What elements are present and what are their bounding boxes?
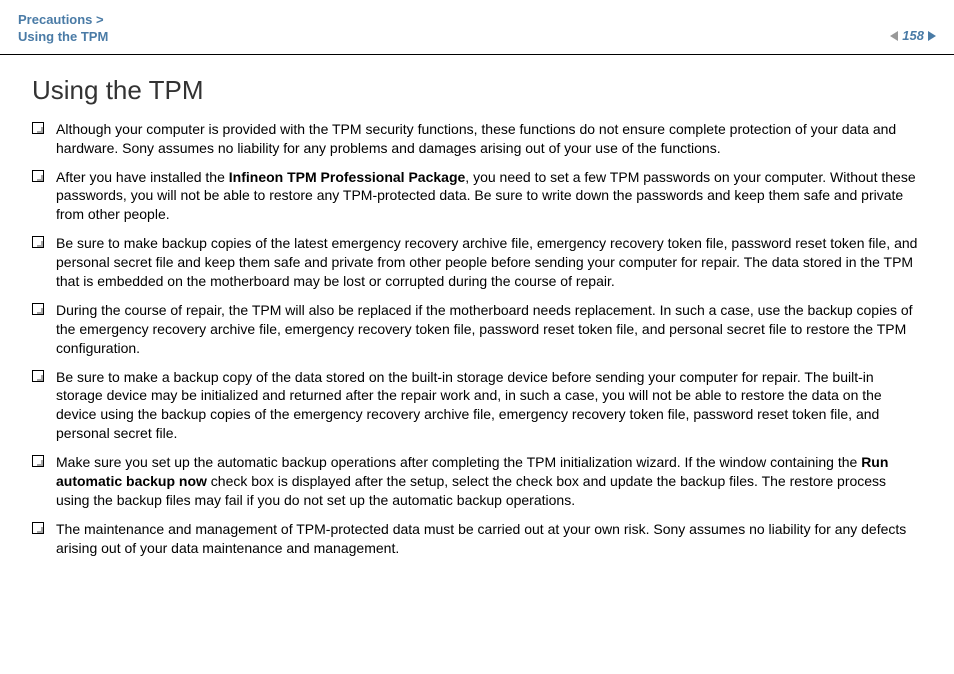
list-item: Be sure to make a backup copy of the dat…: [32, 368, 922, 444]
bullet-text: The maintenance and management of TPM-pr…: [56, 520, 922, 558]
bullet-text: Be sure to make a backup copy of the dat…: [56, 368, 922, 444]
bullet-icon: [32, 170, 44, 182]
list-item: The maintenance and management of TPM-pr…: [32, 520, 922, 558]
bullet-icon: [32, 303, 44, 315]
page-title: Using the TPM: [32, 75, 922, 106]
breadcrumb-line1: Precautions >: [18, 12, 108, 29]
list-item: After you have installed the Infineon TP…: [32, 168, 922, 225]
page-number: 158: [902, 28, 924, 43]
content: Using the TPM Although your computer is …: [0, 55, 954, 588]
bullet-text: Be sure to make backup copies of the lat…: [56, 234, 922, 291]
bullet-text: Although your computer is provided with …: [56, 120, 922, 158]
list-item: Although your computer is provided with …: [32, 120, 922, 158]
header: Precautions > Using the TPM 158: [0, 0, 954, 55]
list-item: During the course of repair, the TPM wil…: [32, 301, 922, 358]
breadcrumb-line2: Using the TPM: [18, 29, 108, 46]
list-item: Make sure you set up the automatic backu…: [32, 453, 922, 510]
list-item: Be sure to make backup copies of the lat…: [32, 234, 922, 291]
page-number-container: 158: [890, 28, 936, 43]
bullet-icon: [32, 370, 44, 382]
bullet-text: During the course of repair, the TPM wil…: [56, 301, 922, 358]
bullet-icon: [32, 122, 44, 134]
bullet-text: Make sure you set up the automatic backu…: [56, 453, 922, 510]
bullet-icon: [32, 455, 44, 467]
bullet-list: Although your computer is provided with …: [32, 120, 922, 558]
breadcrumb[interactable]: Precautions > Using the TPM: [18, 12, 108, 46]
next-page-icon[interactable]: [928, 31, 936, 41]
bullet-icon: [32, 236, 44, 248]
bullet-text: After you have installed the Infineon TP…: [56, 168, 922, 225]
bullet-icon: [32, 522, 44, 534]
prev-page-icon[interactable]: [890, 31, 898, 41]
